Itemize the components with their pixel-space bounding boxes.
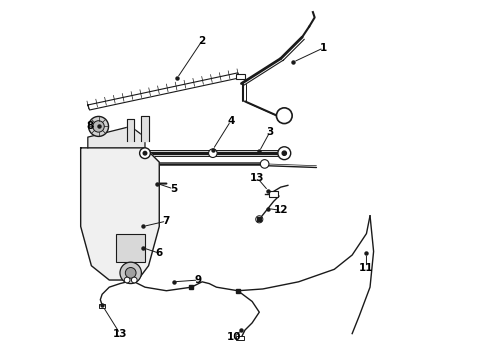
FancyBboxPatch shape xyxy=(236,73,245,79)
Text: 11: 11 xyxy=(359,262,374,273)
Text: 7: 7 xyxy=(163,216,170,226)
Text: 1: 1 xyxy=(320,43,327,53)
Polygon shape xyxy=(81,148,159,280)
Text: 10: 10 xyxy=(227,332,242,342)
Circle shape xyxy=(89,116,109,136)
Circle shape xyxy=(125,267,136,278)
Circle shape xyxy=(93,121,104,132)
Circle shape xyxy=(276,108,292,123)
Text: 2: 2 xyxy=(198,36,206,46)
Circle shape xyxy=(256,216,263,223)
Text: 4: 4 xyxy=(227,116,234,126)
Circle shape xyxy=(209,149,217,157)
Circle shape xyxy=(120,262,142,284)
Circle shape xyxy=(143,152,147,155)
Text: 6: 6 xyxy=(156,248,163,258)
FancyBboxPatch shape xyxy=(236,336,244,340)
Polygon shape xyxy=(88,73,240,110)
Polygon shape xyxy=(88,126,145,148)
Circle shape xyxy=(124,277,130,283)
Text: 3: 3 xyxy=(267,127,273,137)
Text: 9: 9 xyxy=(195,275,202,285)
Circle shape xyxy=(131,277,137,283)
FancyBboxPatch shape xyxy=(117,234,145,262)
Polygon shape xyxy=(142,116,148,141)
Circle shape xyxy=(278,147,291,159)
Text: 8: 8 xyxy=(86,121,93,131)
Polygon shape xyxy=(127,119,134,141)
Text: 13: 13 xyxy=(250,173,265,183)
Text: 12: 12 xyxy=(273,205,288,215)
Circle shape xyxy=(260,159,269,168)
Text: 5: 5 xyxy=(170,184,177,194)
Circle shape xyxy=(140,148,150,158)
Text: 13: 13 xyxy=(113,329,127,339)
FancyBboxPatch shape xyxy=(270,192,278,197)
FancyBboxPatch shape xyxy=(98,304,105,307)
Circle shape xyxy=(282,151,287,156)
